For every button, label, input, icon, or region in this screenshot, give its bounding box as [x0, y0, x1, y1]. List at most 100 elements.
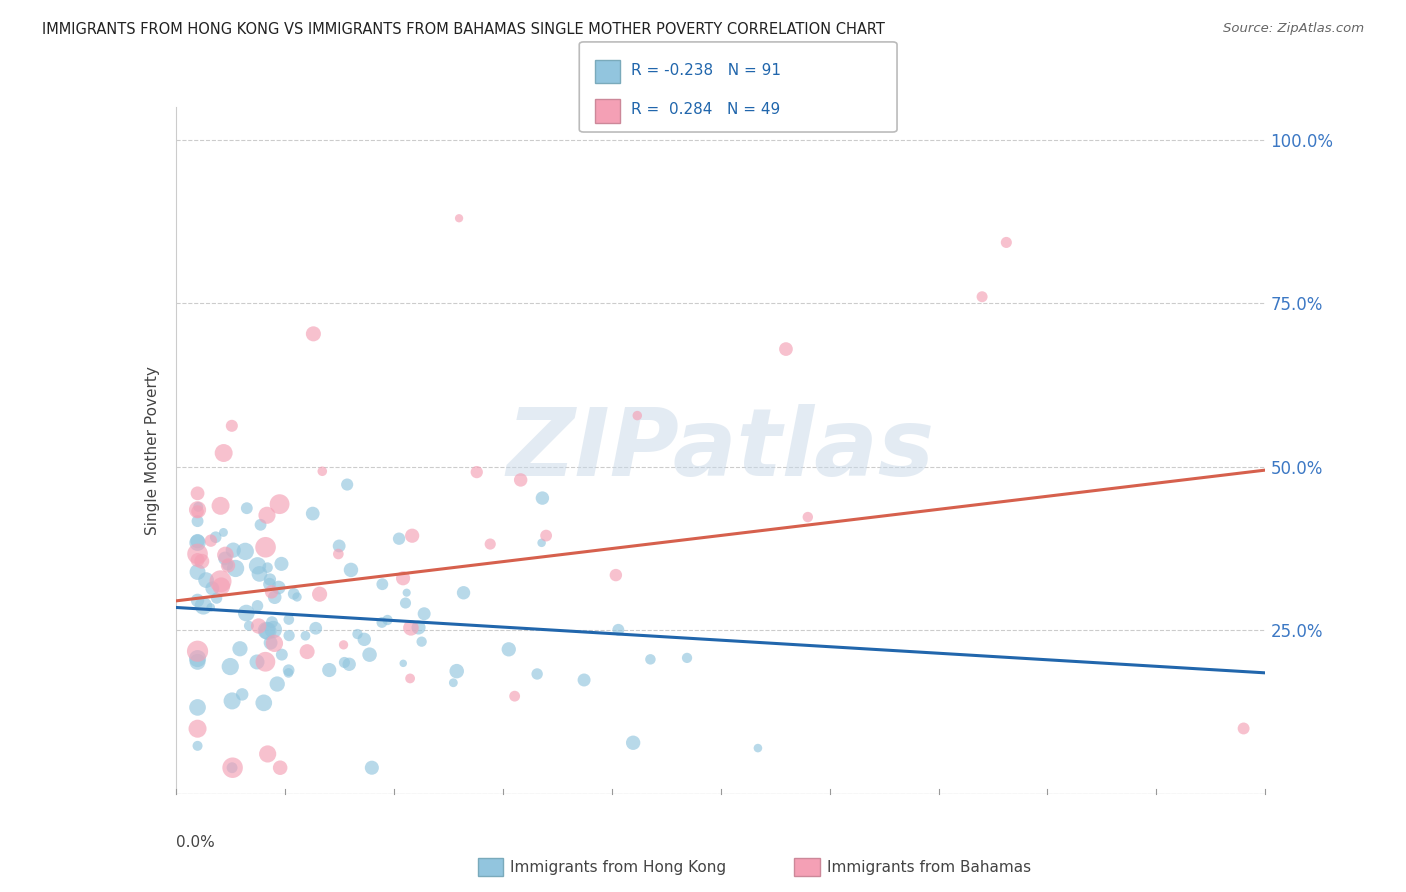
Point: [283, 587, 305, 601]
Point: [446, 664, 468, 678]
Point: [413, 607, 436, 621]
Point: [530, 536, 553, 550]
Point: [392, 571, 415, 585]
Point: [254, 624, 277, 638]
Point: [256, 508, 278, 523]
Point: [509, 473, 531, 487]
Point: [333, 656, 356, 670]
Point: [186, 502, 209, 516]
Point: [205, 591, 228, 606]
Point: [498, 642, 520, 657]
Point: [186, 655, 209, 669]
Point: [995, 235, 1018, 250]
Point: [328, 547, 350, 561]
Point: [260, 615, 283, 630]
Point: [336, 477, 359, 491]
Point: [259, 636, 281, 650]
Point: [262, 623, 284, 637]
Point: [371, 577, 394, 591]
Point: [201, 582, 224, 596]
Point: [621, 736, 644, 750]
Point: [371, 615, 394, 630]
Point: [186, 547, 209, 561]
Text: R =  0.284   N = 49: R = 0.284 N = 49: [631, 103, 780, 118]
Point: [337, 657, 360, 672]
Point: [411, 634, 433, 648]
Point: [360, 761, 382, 775]
Point: [465, 465, 488, 479]
Point: [267, 581, 290, 595]
Y-axis label: Single Mother Poverty: Single Mother Poverty: [145, 366, 160, 535]
Point: [212, 525, 235, 540]
Point: [359, 648, 381, 662]
Point: [187, 534, 209, 549]
Point: [401, 529, 423, 543]
Point: [294, 629, 316, 643]
Point: [607, 623, 630, 637]
Point: [256, 560, 278, 574]
Point: [399, 621, 422, 635]
Point: [209, 499, 232, 513]
Point: [254, 541, 277, 555]
Text: IMMIGRANTS FROM HONG KONG VS IMMIGRANTS FROM BAHAMAS SINGLE MOTHER POVERTY CORRE: IMMIGRANTS FROM HONG KONG VS IMMIGRANTS …: [42, 22, 884, 37]
Point: [212, 446, 235, 460]
Point: [311, 464, 333, 478]
Point: [266, 677, 288, 691]
Point: [260, 585, 283, 599]
Point: [229, 641, 252, 656]
Point: [225, 561, 247, 575]
Point: [605, 568, 627, 582]
Point: [186, 644, 209, 658]
Point: [221, 694, 243, 708]
Point: [246, 599, 269, 613]
Point: [526, 667, 548, 681]
Point: [214, 548, 236, 562]
Point: [246, 558, 269, 573]
Point: [277, 613, 299, 627]
Point: [222, 543, 245, 558]
Text: Immigrants from Hong Kong: Immigrants from Hong Kong: [510, 860, 727, 874]
Point: [186, 535, 209, 549]
Point: [209, 574, 232, 589]
Point: [775, 342, 797, 356]
Point: [392, 657, 415, 671]
Point: [259, 577, 281, 591]
Point: [277, 665, 299, 680]
Point: [186, 553, 209, 567]
Point: [394, 596, 416, 610]
Point: [263, 591, 285, 605]
Point: [217, 558, 239, 572]
Point: [186, 486, 209, 500]
Point: [453, 586, 475, 600]
Point: [186, 739, 209, 753]
Point: [797, 510, 820, 524]
Point: [269, 761, 291, 775]
Point: [221, 418, 243, 433]
Point: [247, 619, 270, 633]
Point: [270, 557, 292, 571]
Point: [503, 689, 526, 703]
Point: [221, 761, 243, 775]
Point: [269, 497, 291, 511]
Point: [388, 532, 411, 546]
Point: [259, 573, 281, 587]
Point: [195, 573, 218, 587]
Point: [328, 539, 350, 553]
Point: [277, 663, 299, 677]
Point: [263, 636, 285, 650]
Point: [219, 659, 242, 673]
Point: [285, 590, 308, 604]
Point: [408, 620, 430, 634]
Point: [186, 722, 209, 736]
Point: [221, 761, 243, 775]
Point: [395, 585, 418, 599]
Point: [214, 551, 236, 566]
Point: [236, 501, 259, 516]
Point: [249, 517, 271, 532]
Text: ZIPatlas: ZIPatlas: [506, 404, 935, 497]
Point: [186, 514, 209, 528]
Point: [193, 599, 215, 613]
Point: [340, 563, 363, 577]
Point: [447, 211, 470, 226]
Point: [332, 638, 354, 652]
